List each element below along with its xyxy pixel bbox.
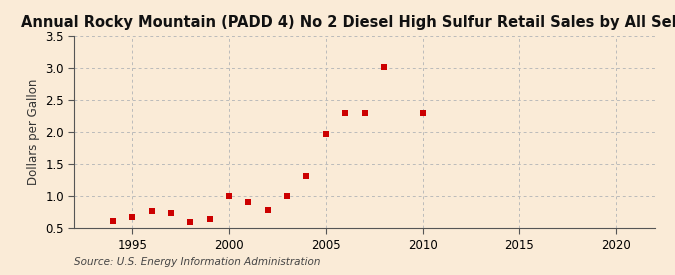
- Point: [301, 174, 312, 178]
- Text: Source: U.S. Energy Information Administration: Source: U.S. Energy Information Administ…: [74, 257, 321, 267]
- Point: [379, 64, 389, 69]
- Point: [205, 217, 215, 221]
- Point: [107, 219, 118, 223]
- Point: [127, 215, 138, 219]
- Point: [417, 111, 428, 115]
- Point: [321, 132, 331, 136]
- Point: [185, 220, 196, 224]
- Point: [165, 211, 176, 215]
- Point: [243, 200, 254, 204]
- Point: [263, 207, 273, 212]
- Point: [340, 111, 350, 115]
- Y-axis label: Dollars per Gallon: Dollars per Gallon: [26, 79, 40, 185]
- Point: [223, 194, 234, 198]
- Title: Annual Rocky Mountain (PADD 4) No 2 Diesel High Sulfur Retail Sales by All Selle: Annual Rocky Mountain (PADD 4) No 2 Dies…: [21, 15, 675, 31]
- Point: [359, 111, 370, 116]
- Point: [281, 193, 292, 198]
- Point: [146, 209, 157, 213]
